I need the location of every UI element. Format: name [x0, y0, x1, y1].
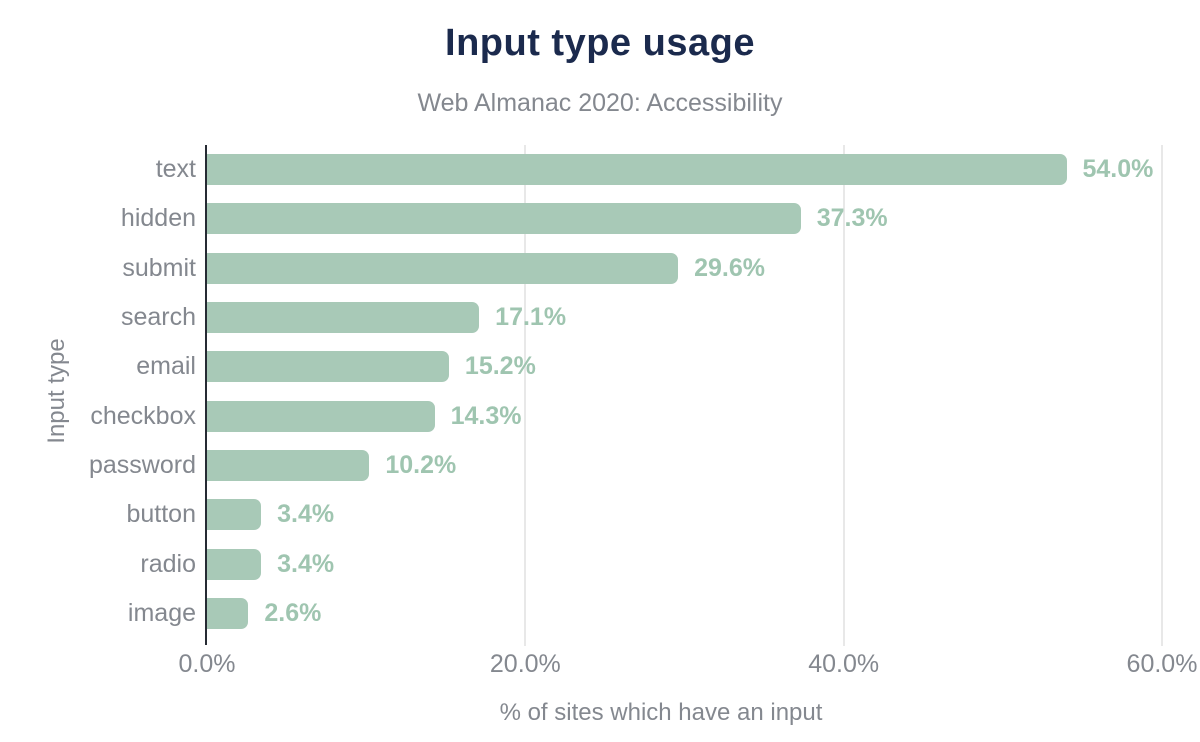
bar	[207, 351, 449, 383]
bar	[207, 400, 435, 432]
bar	[207, 597, 249, 629]
bar-value-label: 10.2%	[385, 450, 457, 479]
category-label: image	[127, 598, 196, 627]
bar-value-label: 14.3%	[450, 401, 522, 430]
bar-row: 17.1%	[207, 293, 1162, 342]
bar-value-label: 3.4%	[277, 500, 335, 529]
bar-row: 14.3%	[207, 391, 1162, 440]
x-axis-ticks: 0.0% 20.0% 40.0% 60.0%	[179, 650, 1198, 680]
bar-value-label: 3.4%	[277, 549, 335, 578]
category-label: checkbox	[90, 401, 196, 430]
bar	[207, 302, 480, 334]
bar-value-label: 54.0%	[1082, 155, 1154, 184]
bar-value-label: 15.2%	[464, 352, 536, 381]
bar-value-label: 17.1%	[495, 303, 567, 332]
x-tick-label: 60.0%	[1126, 650, 1198, 678]
bar-row: 29.6%	[207, 244, 1162, 293]
category-label: hidden	[120, 204, 196, 233]
bar	[207, 252, 679, 284]
category-label: search	[120, 303, 196, 332]
bar-row: 3.4%	[207, 490, 1162, 539]
bar-row: 2.6%	[207, 589, 1162, 638]
gridline	[842, 145, 845, 646]
bar-row: 10.2%	[207, 441, 1162, 490]
x-tick-label: 40.0%	[808, 650, 880, 678]
category-label: text	[155, 155, 196, 184]
bar	[207, 203, 801, 235]
bar-row: 3.4%	[207, 539, 1162, 588]
category-label: button	[126, 500, 196, 529]
bar-row: 37.3%	[207, 194, 1162, 243]
bar-value-label: 37.3%	[816, 204, 888, 233]
gridline	[524, 145, 527, 646]
gridline	[1161, 145, 1163, 646]
bar	[207, 499, 262, 531]
bar-value-label: 29.6%	[694, 253, 766, 282]
category-label: password	[89, 450, 196, 479]
category-axis: text hidden submit search email checkbox passw…	[0, 145, 196, 638]
bar	[207, 154, 1067, 186]
category-label: submit	[122, 253, 196, 282]
category-label: radio	[140, 549, 196, 578]
y-axis-line	[205, 145, 207, 645]
x-tick-label: 20.0%	[489, 650, 561, 678]
bar-value-label: 2.6%	[264, 598, 322, 627]
category-label: email	[136, 352, 196, 381]
x-tick-label: 0.0%	[178, 650, 236, 678]
bar-row: 54.0%	[207, 145, 1162, 194]
x-axis-title: % of sites which have an input	[499, 699, 823, 726]
chart-title: Input type usage	[445, 22, 755, 64]
chart-subtitle: Web Almanac 2020: Accessibility	[417, 89, 783, 117]
plot-area: 54.0% 37.3% 29.6% 17.1% 15.2% 14.3% 10.2% 3.4% 3…	[207, 145, 1163, 646]
bar	[207, 449, 370, 481]
bar	[207, 548, 262, 580]
bar-row: 15.2%	[207, 342, 1162, 391]
